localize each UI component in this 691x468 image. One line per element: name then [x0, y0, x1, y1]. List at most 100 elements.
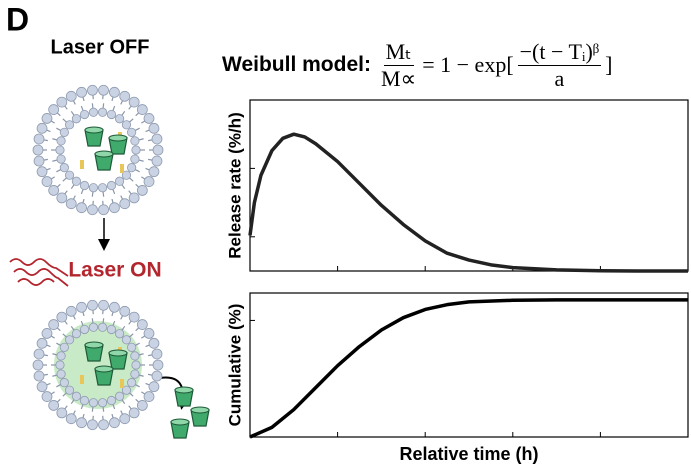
lipid-head	[71, 114, 82, 124]
lipid-head	[151, 348, 163, 360]
lipid-head	[41, 176, 53, 187]
lipid-head	[121, 170, 132, 180]
lipid-head	[88, 183, 99, 193]
lipid-head	[65, 413, 77, 425]
lipid-head	[55, 145, 65, 155]
lipid-head	[48, 400, 60, 411]
lipid-head	[121, 385, 132, 395]
lipid-head	[152, 144, 164, 156]
lipid-head	[64, 170, 75, 180]
lipid-head	[128, 96, 140, 108]
lipid-head	[76, 301, 87, 313]
lipid-head	[128, 192, 140, 204]
lipid-head	[59, 342, 69, 352]
lipid-head	[33, 133, 45, 145]
lipid-head	[65, 305, 77, 317]
lipid-head	[121, 120, 132, 130]
lipid-head	[119, 413, 131, 425]
y-axis-label: Release rate (%/h)	[225, 112, 244, 258]
lipid-head	[59, 378, 69, 388]
lipid-head	[127, 378, 137, 388]
lipid-head	[56, 136, 66, 146]
lipid-head	[76, 86, 87, 98]
lipid-head	[87, 299, 98, 311]
lipid-head	[36, 337, 48, 349]
lipid-head	[97, 398, 108, 408]
lipid-head	[32, 144, 44, 156]
lipid-head	[79, 395, 90, 406]
lipid-head	[109, 202, 120, 214]
lipid-head	[48, 104, 60, 115]
lipid-head	[131, 145, 141, 155]
lipid-head	[64, 335, 75, 345]
drug-top	[94, 365, 114, 373]
lipid-head	[136, 400, 148, 411]
lipid-head	[41, 328, 53, 339]
lipid-head	[106, 395, 117, 406]
lipid-head	[71, 329, 82, 339]
lipid-head	[71, 391, 82, 401]
drug-top	[108, 349, 128, 357]
liposome-core	[54, 106, 142, 194]
drug-top	[190, 406, 210, 414]
lipid-head	[88, 322, 99, 332]
lipid-head	[48, 319, 60, 330]
laser-off-label: Laser OFF	[51, 36, 150, 58]
lipid-head	[33, 155, 45, 167]
lipid-head	[127, 342, 137, 352]
fraction: −(t − Tᵢ)ᵝ a	[517, 38, 602, 92]
formula-lead: Weibull model:	[222, 53, 371, 76]
lipid-head	[106, 109, 117, 120]
lipid-head	[136, 319, 148, 330]
lipid-head	[59, 163, 69, 173]
liposome-core	[54, 321, 142, 409]
lipid-head	[106, 180, 117, 191]
lipid-head	[136, 185, 148, 196]
lipid-head	[119, 90, 131, 102]
drug-top	[170, 418, 190, 426]
drug-top	[94, 150, 114, 158]
lipid-head	[88, 107, 99, 117]
lipid-head	[56, 311, 68, 323]
lipid-head	[151, 155, 163, 167]
lipid-head	[127, 163, 137, 173]
lipid-head	[65, 90, 77, 102]
lipid-head	[41, 391, 53, 402]
lipid-head	[98, 84, 109, 96]
lipid-head	[109, 301, 120, 313]
lipid-head	[143, 328, 155, 339]
panel-label: D	[6, 1, 29, 37]
data-line	[249, 298, 688, 439]
lipid-head	[114, 391, 125, 401]
lipid-head	[143, 113, 155, 124]
lipid-head	[36, 381, 48, 393]
lipid-head	[114, 329, 125, 339]
lipid-head	[59, 127, 69, 137]
lipid-head	[56, 351, 66, 361]
payload	[120, 164, 124, 173]
lipid-head	[119, 198, 131, 210]
lipid-head	[56, 369, 66, 379]
denominator: a	[554, 65, 565, 91]
formula-end: ]	[605, 52, 613, 77]
lipid-head	[88, 398, 99, 408]
numerator: −(t − Tᵢ)ᵝ	[517, 38, 602, 66]
fraction: Mₜ M∝	[379, 39, 418, 92]
lipid-head	[64, 120, 75, 130]
lipid-head	[48, 185, 60, 196]
plot-frame	[249, 292, 689, 438]
lipid-head	[41, 113, 53, 124]
lipid-head	[56, 407, 68, 419]
lipid-head	[136, 104, 148, 115]
drug-top	[84, 126, 104, 134]
lipid-head	[152, 359, 164, 371]
lipid-head	[32, 359, 44, 371]
lipid-head	[56, 96, 68, 108]
drug-top	[108, 134, 128, 142]
lipid-head	[130, 351, 140, 361]
lipid-head	[98, 204, 109, 216]
lipid-head	[97, 322, 108, 332]
lipid-head	[148, 122, 160, 134]
